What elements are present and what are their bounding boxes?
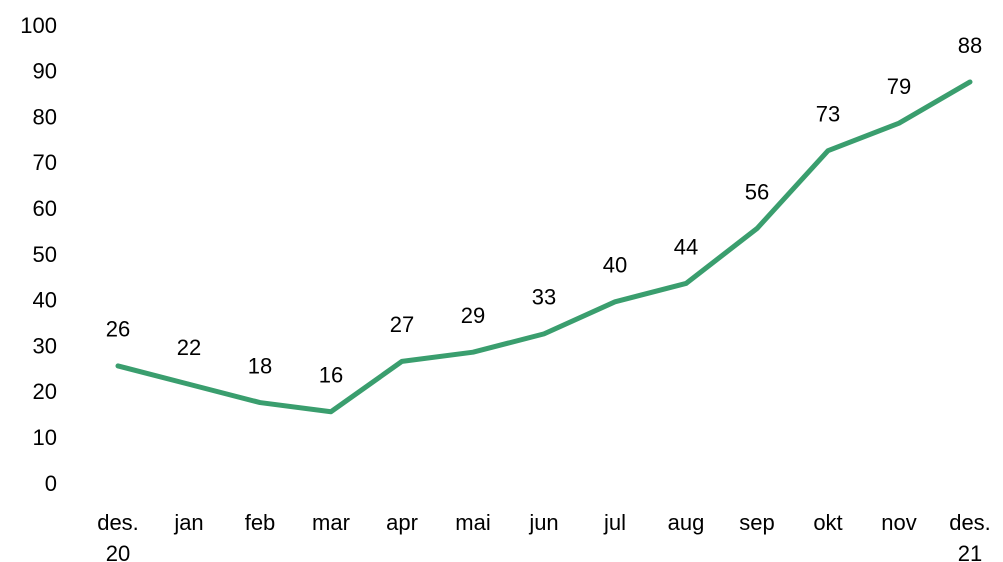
x-tick-label: nov — [881, 510, 917, 535]
y-tick-label: 50 — [33, 242, 57, 267]
y-tick-label: 40 — [33, 288, 57, 313]
data-label: 26 — [106, 317, 130, 342]
x-tick-label: aug — [667, 510, 705, 535]
y-tick-label: 80 — [33, 104, 57, 129]
x-tick-label: sep — [739, 510, 775, 535]
y-tick-label: 60 — [33, 196, 57, 221]
data-label: 88 — [958, 33, 982, 58]
y-tick-label: 100 — [20, 13, 57, 38]
data-label: 27 — [390, 312, 414, 337]
y-tick-label: 90 — [33, 59, 57, 84]
data-label: 73 — [816, 101, 840, 126]
data-label: 79 — [887, 74, 911, 99]
y-tick-label: 70 — [33, 150, 57, 175]
data-label: 22 — [177, 335, 201, 360]
x-tick-label: mar — [312, 510, 350, 535]
data-label: 44 — [674, 234, 698, 259]
x-tick-label: feb — [244, 510, 276, 535]
x-tick-label: apr — [386, 510, 418, 535]
y-tick-label: 0 — [45, 471, 57, 496]
x-tick-label: des. 20 — [97, 510, 139, 562]
y-tick-label: 30 — [33, 333, 57, 358]
x-tick-label: des. 21 — [949, 510, 991, 562]
data-label: 56 — [745, 179, 769, 204]
x-tick-label: jul — [603, 510, 626, 535]
data-label: 18 — [248, 353, 272, 378]
y-tick-label: 20 — [33, 379, 57, 404]
line — [115, 79, 973, 415]
y-tick-label: 10 — [33, 425, 57, 450]
x-tick-label: jan — [174, 510, 204, 535]
data-label: 16 — [319, 363, 343, 388]
data-label: 33 — [532, 285, 556, 310]
x-tick-label: mai — [455, 510, 491, 535]
data-label: 40 — [603, 253, 627, 278]
data-label: 29 — [461, 303, 485, 328]
x-tick-label: jun — [529, 510, 559, 535]
x-tick-label: okt — [813, 510, 843, 535]
